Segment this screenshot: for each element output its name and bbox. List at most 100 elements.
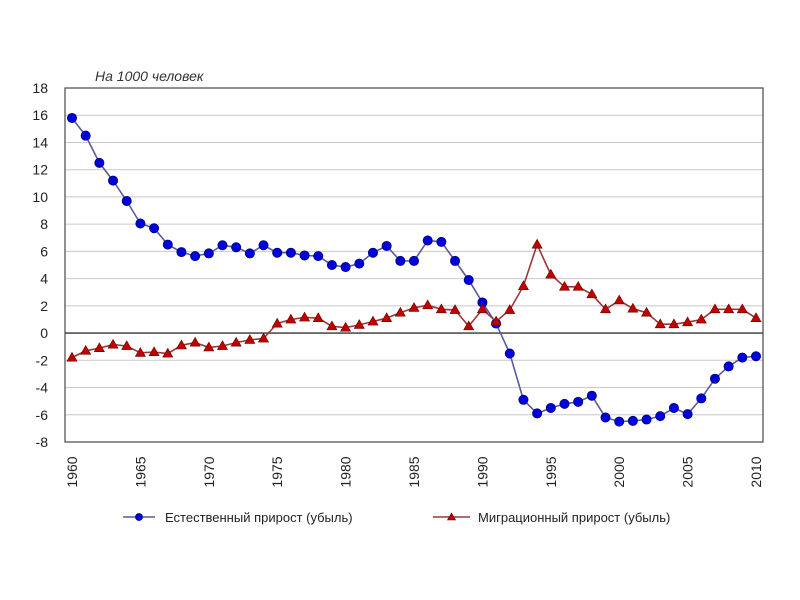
data-point bbox=[696, 393, 707, 404]
unit-label: На 1000 человек bbox=[95, 68, 205, 84]
data-point bbox=[80, 130, 91, 141]
y-tick-label: 12 bbox=[32, 162, 48, 178]
data-point bbox=[80, 344, 92, 355]
data-point bbox=[654, 318, 666, 329]
data-point bbox=[463, 274, 474, 285]
data-point bbox=[641, 306, 653, 317]
data-point bbox=[559, 398, 570, 409]
data-point bbox=[532, 408, 543, 419]
legend: Естественный прирост (убыль) Миграционны… bbox=[123, 510, 670, 525]
legend-item-natural-growth: Естественный прирост (убыль) bbox=[123, 510, 353, 525]
data-point bbox=[67, 112, 78, 123]
data-point bbox=[682, 409, 693, 420]
data-point bbox=[299, 311, 311, 322]
data-point bbox=[422, 299, 434, 310]
y-tick-label: 18 bbox=[32, 80, 48, 96]
data-point bbox=[162, 347, 174, 358]
data-point bbox=[558, 280, 570, 291]
data-point bbox=[175, 339, 187, 350]
data-point bbox=[723, 303, 735, 314]
data-point bbox=[600, 303, 612, 314]
data-point bbox=[736, 303, 748, 314]
data-point bbox=[476, 303, 488, 314]
data-point bbox=[682, 316, 694, 327]
y-tick-label: 4 bbox=[40, 271, 48, 287]
x-tick-label: 1975 bbox=[269, 456, 285, 487]
y-tick-label: -4 bbox=[36, 380, 49, 396]
x-tick-label: 1960 bbox=[64, 456, 80, 487]
y-tick-label: -8 bbox=[36, 434, 49, 450]
data-point bbox=[285, 247, 296, 258]
data-point bbox=[326, 320, 338, 331]
data-point bbox=[614, 416, 625, 427]
data-point bbox=[312, 312, 324, 323]
data-point bbox=[572, 280, 584, 291]
data-point bbox=[627, 415, 638, 426]
data-point bbox=[504, 304, 516, 314]
data-point bbox=[244, 248, 255, 259]
data-point bbox=[230, 336, 242, 347]
data-point bbox=[490, 315, 502, 326]
data-point bbox=[121, 196, 132, 207]
x-tick-label: 2010 bbox=[748, 456, 764, 487]
data-point bbox=[408, 302, 420, 312]
data-point bbox=[586, 390, 597, 401]
data-point bbox=[162, 239, 173, 250]
data-point bbox=[422, 235, 433, 246]
data-point bbox=[216, 340, 228, 350]
x-tick-label: 1985 bbox=[406, 456, 422, 487]
data-point bbox=[108, 175, 119, 186]
data-point bbox=[709, 303, 721, 314]
series-migration-growth bbox=[66, 238, 762, 362]
data-point bbox=[655, 411, 666, 422]
plot-area-frame bbox=[64, 87, 764, 443]
series-layer bbox=[66, 112, 762, 427]
data-point bbox=[641, 414, 652, 425]
data-point bbox=[189, 336, 201, 347]
data-point bbox=[367, 315, 379, 326]
data-point bbox=[135, 218, 146, 229]
data-point bbox=[340, 321, 352, 332]
data-point bbox=[737, 352, 748, 363]
x-tick-label: 1990 bbox=[474, 456, 490, 487]
data-point bbox=[93, 342, 105, 352]
x-tick-label: 1965 bbox=[132, 456, 148, 487]
data-point bbox=[285, 313, 297, 324]
data-point bbox=[149, 223, 160, 234]
x-tick-label: 2000 bbox=[611, 456, 627, 487]
x-tick-label: 1970 bbox=[201, 456, 217, 487]
y-tick-label: 16 bbox=[32, 107, 48, 123]
data-point bbox=[381, 312, 393, 323]
x-tick-label: 2005 bbox=[680, 456, 696, 487]
data-point bbox=[354, 258, 365, 269]
data-point bbox=[203, 248, 214, 259]
data-point bbox=[217, 240, 228, 251]
data-point bbox=[353, 319, 365, 329]
data-point bbox=[367, 247, 378, 258]
data-point bbox=[518, 394, 529, 405]
data-point bbox=[573, 396, 584, 407]
data-point bbox=[751, 351, 762, 362]
legend-label-migration-growth: Миграционный прирост (убыль) bbox=[478, 510, 670, 525]
data-point bbox=[723, 361, 734, 372]
data-point bbox=[258, 332, 270, 343]
data-point bbox=[244, 334, 256, 344]
x-tick-label: 1980 bbox=[338, 456, 354, 487]
data-point bbox=[463, 320, 475, 331]
y-tick-label: 10 bbox=[32, 189, 48, 205]
data-point bbox=[613, 294, 625, 305]
y-tick-label: -2 bbox=[36, 352, 49, 368]
data-point bbox=[313, 251, 324, 262]
data-point bbox=[517, 280, 529, 291]
y-tick-label: -6 bbox=[36, 407, 49, 423]
data-point bbox=[271, 317, 283, 328]
data-point bbox=[394, 306, 406, 317]
data-point bbox=[203, 341, 215, 352]
data-point bbox=[299, 250, 310, 261]
data-point bbox=[176, 247, 187, 258]
data-point bbox=[695, 313, 707, 324]
data-point bbox=[545, 402, 556, 413]
data-point bbox=[668, 318, 680, 329]
x-axis-tick-labels: 1960 1965 1970 1975 1980 1985 1990 1995 2000 2005… bbox=[64, 456, 764, 487]
data-point bbox=[134, 347, 146, 357]
